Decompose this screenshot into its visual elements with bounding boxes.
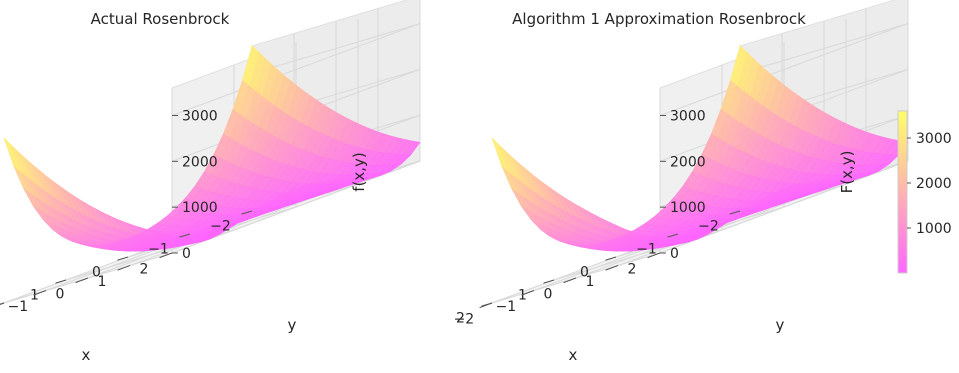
y-tick-label: 2 <box>627 262 636 278</box>
grid-line <box>171 23 421 116</box>
y-tick-label: −1 <box>496 299 517 315</box>
colorbar-tick-label: 2000 <box>916 176 952 192</box>
y-tick-mark <box>33 290 47 296</box>
y-tick-mark <box>479 302 493 309</box>
grid-line <box>251 23 421 74</box>
y-tick-mark <box>159 252 173 259</box>
plot-title: Algorithm 1 Approximation Rosenbrock <box>512 10 806 28</box>
y-axis-label: y <box>288 316 297 334</box>
x-axis-label: x <box>569 346 578 364</box>
x-tick-mark <box>241 210 253 215</box>
y-tick-mark <box>521 290 535 296</box>
z-tick-label: 1000 <box>670 200 706 216</box>
z-tick-label: 0 <box>670 246 679 262</box>
z-tick-label: 1000 <box>182 200 218 216</box>
y-tick-label: 2 <box>139 262 148 278</box>
x-tick-mark <box>729 210 741 215</box>
x-tick-label: −2 <box>698 218 719 234</box>
x-tick-mark <box>667 233 679 238</box>
z-tick-label: 0 <box>182 246 191 262</box>
x-tick-mark <box>605 256 617 261</box>
x-tick-label: −2 <box>210 218 231 234</box>
y-axis-label: y <box>776 316 785 334</box>
y-tick-mark <box>605 265 619 271</box>
z-tick-label: 2000 <box>182 154 218 170</box>
grid-line <box>659 23 909 116</box>
surface-patch <box>3 137 21 172</box>
x-tick-label: 0 <box>92 264 101 280</box>
x-tick-label: 1 <box>518 287 527 303</box>
surface-mesh <box>3 45 421 252</box>
x-tick-label: −1 <box>636 241 657 257</box>
colorbar-gradient <box>897 110 908 274</box>
z-tick-label: 2000 <box>670 154 706 170</box>
y-tick-mark <box>647 252 661 259</box>
y-tick-mark <box>75 277 89 284</box>
z-tick-label: 3000 <box>670 109 706 125</box>
z-tick-label: 3000 <box>182 109 218 125</box>
colorbar-tick-label: 1000 <box>916 221 952 237</box>
colorbar: 1000 2000 3000 <box>897 110 952 274</box>
surface-mesh <box>491 45 909 252</box>
x-tick-mark <box>543 279 555 284</box>
x-tick-mark <box>179 233 191 238</box>
y-tick-label: 0 <box>55 287 64 303</box>
x-tick-label: 2 <box>456 310 465 326</box>
z-axis-label: f(x,y) <box>350 152 368 192</box>
y-tick-mark <box>563 277 577 284</box>
x-tick-label: 0 <box>580 264 589 280</box>
surface-patch <box>491 137 509 172</box>
plot-title: Actual Rosenbrock <box>91 10 230 28</box>
z-axis-label: F(x,y) <box>838 151 856 194</box>
grid-line <box>171 160 421 254</box>
y-tick-label: 1 <box>585 274 594 290</box>
x-tick-mark <box>117 256 129 261</box>
y-tick-label: 0 <box>543 287 552 303</box>
y-tick-mark <box>0 302 5 306</box>
x-tick-label: 1 <box>30 287 39 303</box>
y-tick-label: −2 <box>454 312 475 328</box>
y-tick-label: 1 <box>97 274 106 290</box>
x-tick-label: −1 <box>148 241 169 257</box>
colorbar-tick-label: 3000 <box>916 131 952 147</box>
x-axis-label: x <box>82 346 91 364</box>
y-tick-label: −1 <box>8 299 29 315</box>
x-tick-mark <box>55 279 67 284</box>
y-tick-mark <box>117 265 131 271</box>
grid-line <box>739 23 909 74</box>
